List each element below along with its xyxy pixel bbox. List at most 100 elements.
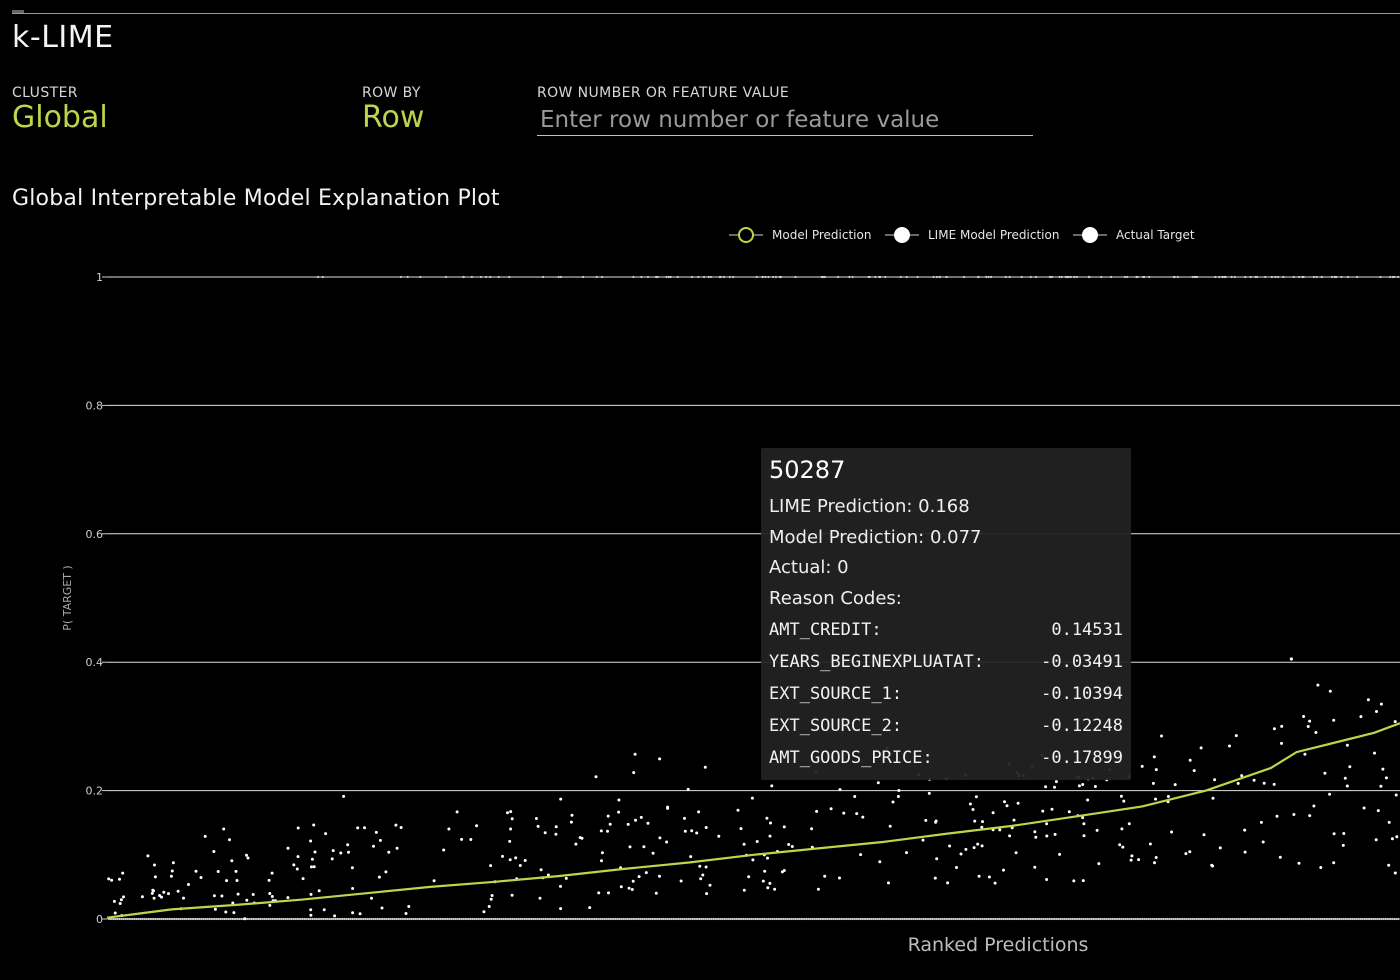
actual-target-point [874, 917, 877, 921]
actual-target-point [1230, 275, 1233, 279]
actual-target-point [1359, 917, 1362, 921]
reason-code-row: EXT_SOURCE_1: -0.10394 [769, 678, 1123, 710]
lime-prediction-point [773, 887, 777, 891]
actual-target-point [786, 917, 789, 921]
actual-target-point [288, 917, 291, 921]
lime-prediction-point [1072, 879, 1076, 883]
actual-target-point [301, 917, 304, 921]
lime-prediction-point [1014, 851, 1018, 855]
actual-target-point [1109, 917, 1112, 921]
lime-prediction-point [1045, 878, 1049, 881]
lime-prediction-point [1012, 818, 1016, 822]
actual-target-point [393, 917, 396, 921]
actual-target-point [837, 275, 840, 279]
actual-target-point [1151, 917, 1154, 921]
lime-prediction-point [974, 795, 978, 799]
lime-prediction-point [203, 834, 207, 838]
lime-prediction-point [1252, 778, 1256, 782]
lime-prediction-point [955, 866, 958, 869]
search-input[interactable] [537, 104, 1033, 136]
actual-target-point [666, 917, 669, 921]
actual-target-point [1176, 275, 1179, 279]
actual-target-point [1288, 917, 1291, 921]
lime-prediction-point [333, 914, 337, 918]
actual-target-point [893, 917, 896, 921]
lime-prediction-point [377, 875, 381, 879]
actual-target-point [765, 917, 768, 921]
actual-target-point [149, 917, 153, 921]
actual-target-point [275, 917, 279, 921]
lime-prediction-point [1272, 782, 1276, 786]
cluster-select[interactable]: Global [12, 100, 108, 135]
actual-target-point [665, 275, 668, 279]
actual-target-point [206, 917, 209, 921]
actual-target-point [527, 917, 531, 921]
actual-target-point [553, 917, 556, 921]
actual-target-point [836, 917, 839, 921]
lime-prediction-point [1188, 758, 1192, 762]
actual-target-point [987, 917, 991, 921]
actual-target-point [660, 917, 663, 921]
actual-target-point [1019, 917, 1022, 921]
lime-prediction-point [1067, 810, 1071, 814]
lime-prediction-point [489, 897, 493, 901]
actual-target-point [458, 917, 461, 921]
lime-prediction-point [1332, 832, 1336, 836]
actual-target-point [189, 917, 192, 921]
actual-target-point [473, 917, 476, 921]
actual-target-point [1168, 917, 1171, 921]
actual-target-point [1111, 917, 1114, 921]
actual-target-point [1370, 917, 1373, 921]
actual-target-point [246, 917, 249, 921]
actual-target-point [879, 275, 882, 279]
actual-target-point [1244, 275, 1247, 279]
actual-target-point [656, 275, 659, 279]
actual-target-point [960, 917, 963, 921]
actual-target-point [821, 917, 825, 921]
actual-target-point [1143, 275, 1146, 279]
legend-item: Actual Target [1073, 227, 1195, 243]
lime-prediction-point [1345, 743, 1349, 747]
lime-prediction-point [606, 814, 610, 818]
lime-prediction-point [569, 820, 573, 824]
actual-target-point [1304, 917, 1308, 921]
actual-target-point [874, 275, 877, 279]
actual-target-point [557, 917, 560, 921]
actual-target-point [667, 275, 670, 279]
actual-target-point [1199, 917, 1203, 921]
actual-target-point [399, 917, 402, 921]
lime-prediction-point [1033, 830, 1037, 834]
actual-target-point [1221, 275, 1224, 279]
actual-target-point [1006, 917, 1009, 921]
lime-prediction-point [977, 874, 981, 878]
actual-target-point [259, 917, 262, 921]
lime-prediction-point [658, 836, 662, 840]
actual-target-point [1233, 275, 1236, 279]
actual-target-point [1379, 275, 1382, 279]
actual-target-point [1031, 917, 1035, 921]
actual-target-point [853, 917, 856, 921]
lime-prediction-point [1379, 702, 1383, 706]
lime-prediction-point [1323, 771, 1327, 775]
actual-target-point [1191, 917, 1194, 921]
actual-target-point [981, 917, 984, 921]
lime-prediction-point [286, 846, 290, 850]
lime-prediction-point [1328, 689, 1332, 693]
actual-target-point [637, 917, 640, 921]
actual-target-point [1065, 917, 1068, 921]
row-by-select[interactable]: Row [362, 100, 425, 135]
actual-target-point [950, 917, 953, 921]
lime-prediction-point [1152, 755, 1156, 759]
actual-target-point [1000, 917, 1003, 921]
reason-code-value: -0.10394 [1041, 684, 1123, 704]
lime-prediction-point [704, 826, 708, 829]
tooltip-model-prediction: Model Prediction: 0.077 [769, 526, 982, 548]
actual-target-point [832, 917, 835, 921]
actual-target-point [389, 917, 392, 921]
actual-target-point [572, 917, 575, 921]
actual-target-point [1069, 275, 1072, 279]
actual-target-point [490, 917, 493, 921]
actual-target-point [217, 917, 220, 921]
lime-prediction-point [683, 829, 687, 833]
lime-prediction-point [1202, 833, 1206, 837]
